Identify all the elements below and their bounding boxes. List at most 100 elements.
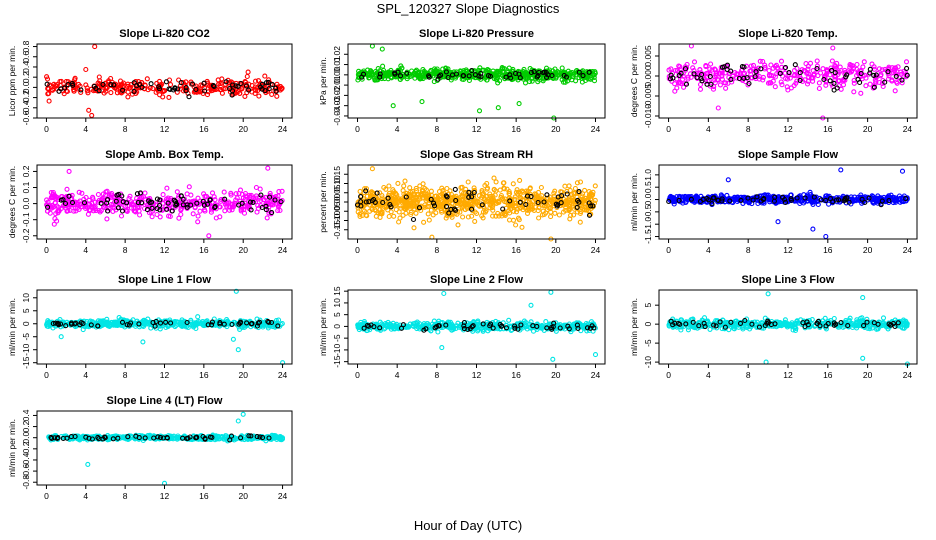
reference-point (183, 84, 189, 91)
data-point (838, 86, 844, 92)
data-point (54, 203, 60, 209)
x-tick-label: 24 (278, 124, 288, 134)
figure-xlabel: Hour of Day (UTC) (414, 518, 522, 533)
reference-point (175, 86, 181, 92)
data-point (195, 314, 201, 320)
reference-point (69, 200, 76, 206)
x-tick-label: 8 (434, 370, 439, 380)
data-point (867, 81, 873, 87)
y-tick-label: -0.02 (332, 85, 342, 105)
reference-point (443, 193, 449, 199)
panel-title: Slope Sample Flow (738, 149, 839, 161)
reference-point (561, 72, 567, 79)
reference-point (719, 196, 725, 202)
x-tick-label: 24 (591, 124, 601, 134)
data-point (766, 72, 772, 78)
data-point (76, 81, 82, 87)
reference-point (760, 196, 766, 203)
data-point (826, 201, 832, 207)
data-point (506, 317, 512, 323)
y-tick-label: -0.5 (643, 204, 653, 219)
reference-point (545, 72, 551, 78)
data-point (233, 191, 239, 197)
reference-point (871, 72, 877, 78)
data-point (885, 71, 891, 77)
data-point (668, 198, 674, 204)
data-point (69, 192, 75, 198)
data-point (797, 200, 803, 207)
data-point (176, 77, 182, 83)
y-tick-label: -10 (21, 343, 31, 356)
reference-point (541, 199, 547, 205)
data-point (672, 67, 679, 74)
y-tick-label: -15 (21, 356, 31, 369)
data-point (492, 192, 498, 198)
data-point (684, 65, 690, 71)
data-point (760, 58, 766, 65)
reference-point (708, 81, 714, 87)
x-tick-label: 20 (551, 124, 561, 134)
reference-point (190, 81, 196, 87)
reference-point (201, 80, 207, 86)
data-point (395, 180, 401, 186)
data-point (487, 193, 494, 199)
reference-point (180, 202, 186, 208)
data-point (490, 213, 496, 219)
data-point (513, 222, 519, 228)
data-point (491, 186, 497, 192)
reference-point (78, 87, 84, 93)
data-point (232, 200, 238, 206)
data-point (357, 213, 363, 219)
y-tick-label: 10 (332, 298, 342, 308)
data-point (506, 195, 512, 201)
reference-point (844, 72, 850, 78)
y-tick-label: 0.05 (332, 184, 342, 201)
data-point (712, 67, 718, 73)
data-point (422, 204, 428, 210)
x-tick-label: 0 (666, 245, 671, 255)
reference-point (62, 200, 69, 207)
data-point (195, 213, 201, 219)
data-point (526, 199, 532, 205)
reference-point (366, 199, 372, 205)
reference-point (96, 88, 102, 94)
data-point (417, 183, 423, 189)
data-point (393, 201, 399, 207)
data-point (50, 189, 56, 196)
reference-point (698, 76, 704, 82)
data-point (498, 192, 504, 199)
data-point (784, 76, 791, 82)
reference-point (797, 77, 803, 83)
reference-point (243, 83, 250, 89)
reference-point (753, 69, 759, 75)
reference-point (836, 197, 842, 203)
reference-point (899, 77, 905, 83)
data-point (163, 196, 170, 202)
y-tick-label: 0.10 (332, 175, 342, 192)
reference-point (682, 66, 689, 72)
reference-point (517, 199, 523, 205)
reference-point (163, 79, 169, 85)
reference-point (205, 322, 211, 328)
data-point (852, 197, 858, 203)
y-tick-label: 0.8 (21, 40, 31, 52)
data-point (524, 210, 531, 216)
data-point (242, 93, 248, 99)
reference-point (727, 198, 733, 204)
data-point (533, 193, 539, 199)
reference-point (392, 70, 398, 76)
reference-point (772, 194, 778, 200)
data-point (108, 75, 114, 82)
data-point (794, 78, 800, 84)
x-tick-label: 12 (472, 124, 482, 134)
reference-point (178, 193, 184, 199)
reference-point (269, 82, 275, 88)
data-point (428, 188, 434, 194)
data-point (748, 71, 754, 77)
data-point (588, 211, 594, 217)
data-point (754, 69, 760, 76)
data-point (544, 207, 550, 213)
data-point (195, 219, 201, 225)
data-point (262, 73, 268, 79)
